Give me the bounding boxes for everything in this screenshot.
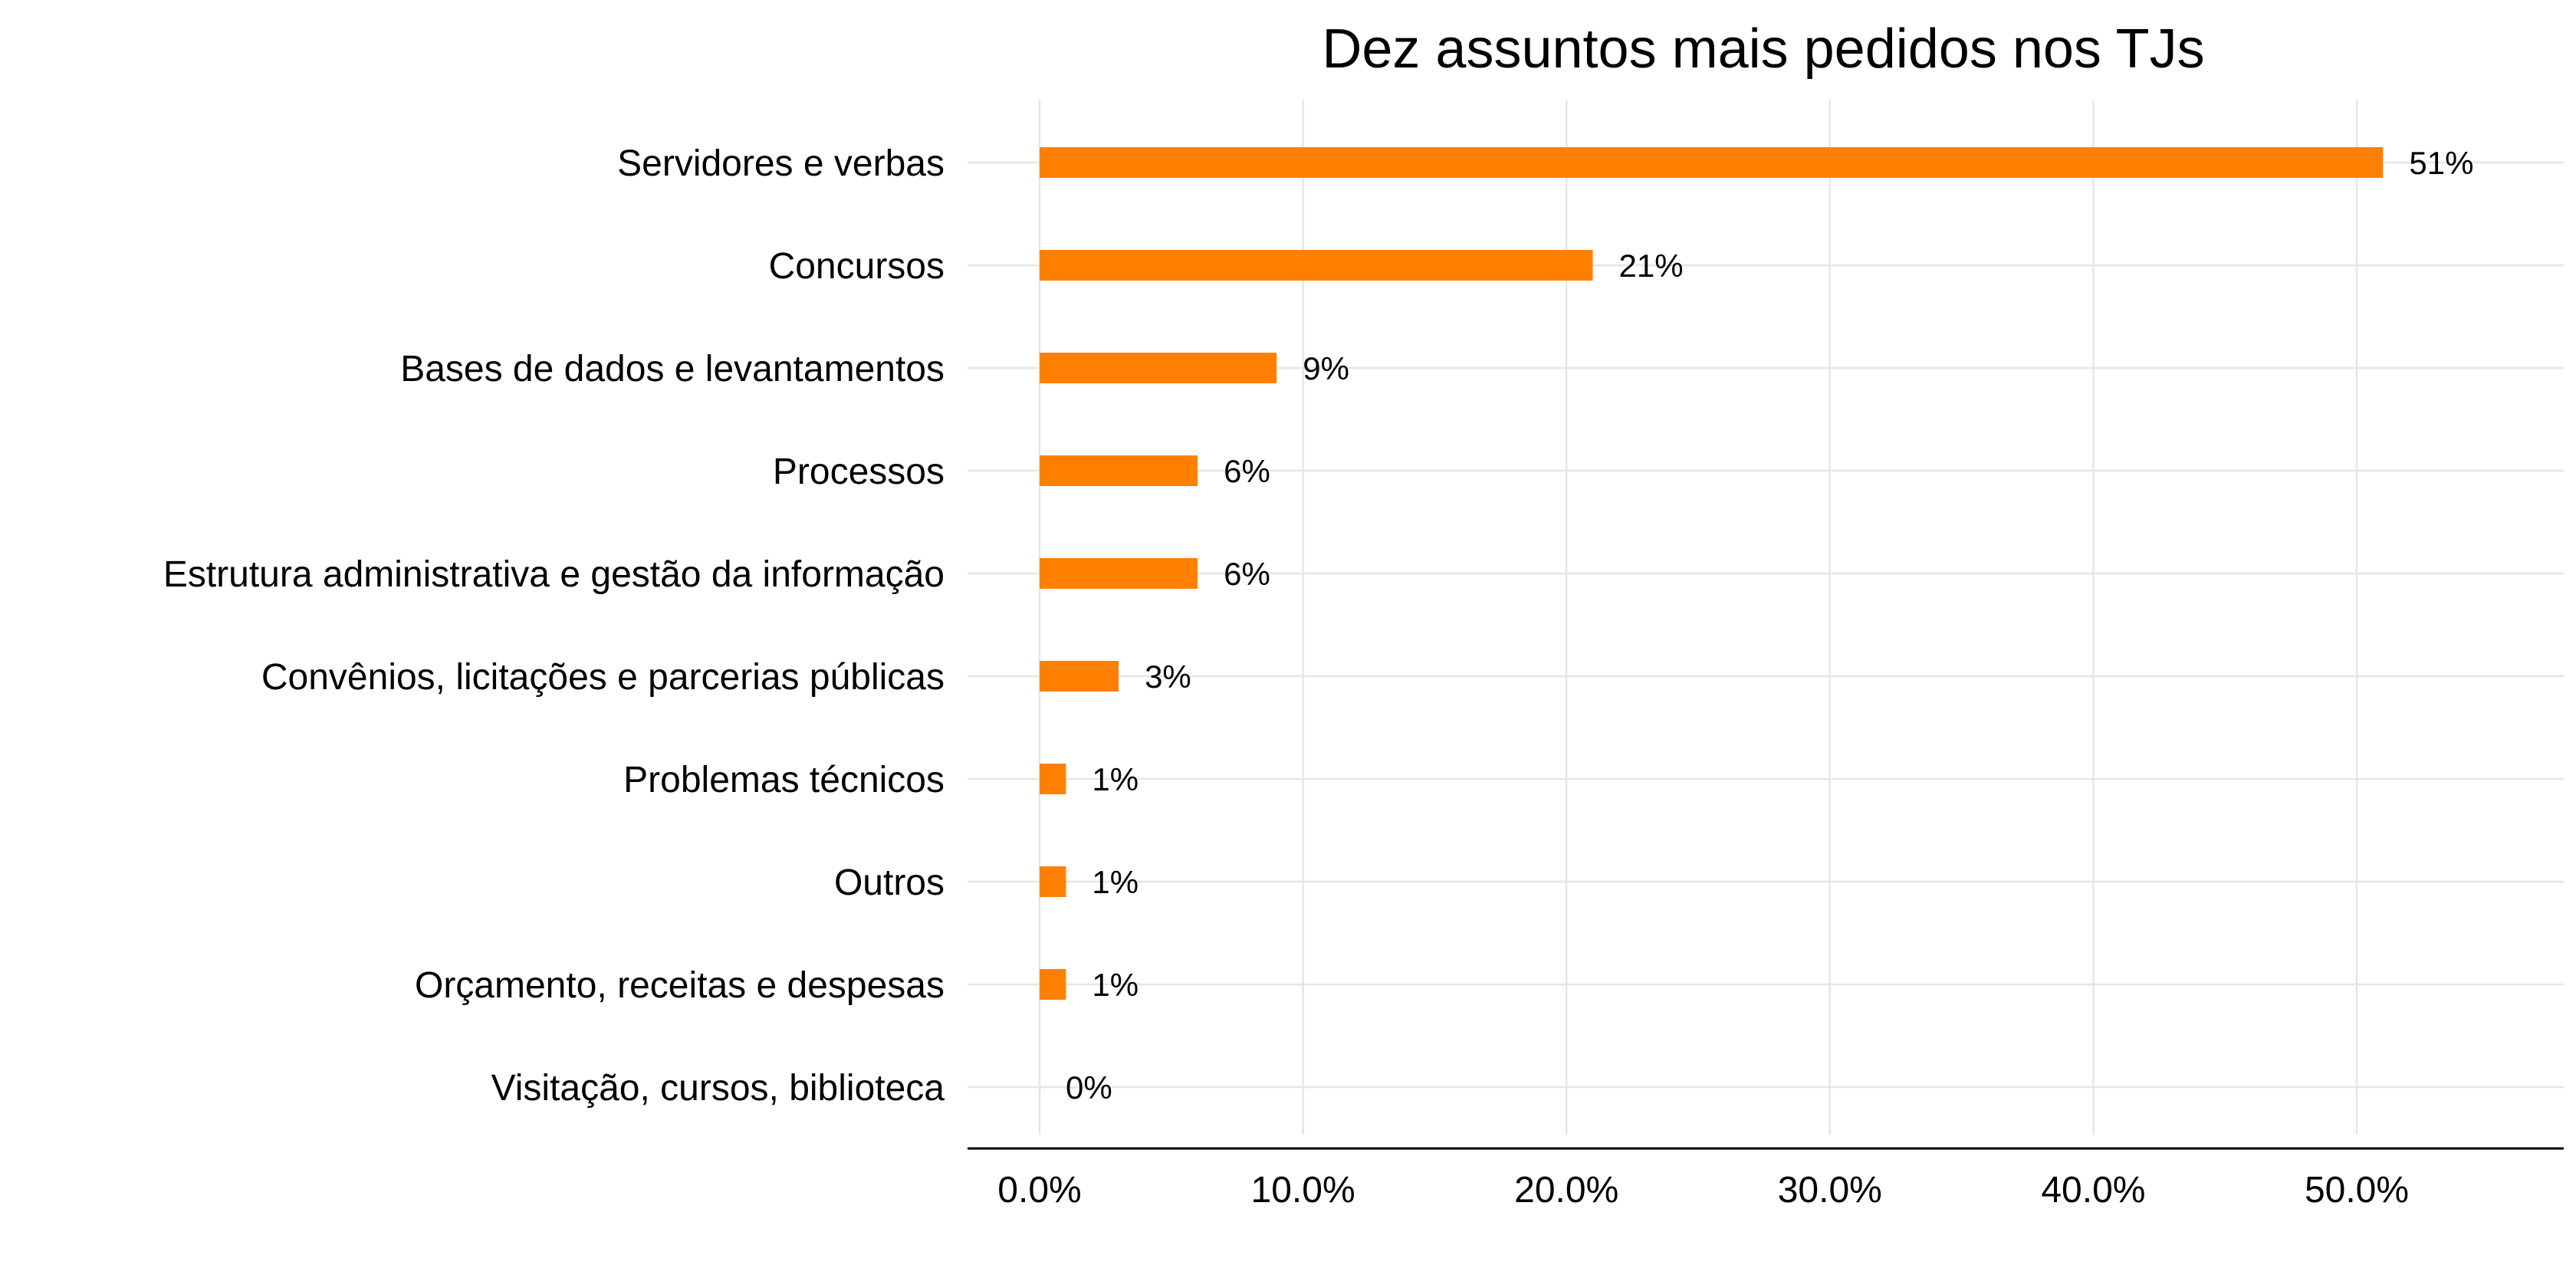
category-label: Estrutura administrativa e gestão da inf… — [163, 554, 945, 595]
data-label: 1% — [1092, 761, 1138, 797]
bar — [1040, 764, 1066, 794]
data-label: 9% — [1303, 350, 1349, 386]
category-label: Problemas técnicos — [623, 760, 945, 800]
data-label: 1% — [1092, 967, 1138, 1003]
data-label: 3% — [1145, 659, 1191, 695]
category-label: Processos — [773, 452, 945, 492]
category-label: Bases de dados e levantamentos — [400, 349, 945, 389]
data-labels: 51% 21% 9% 6% 6% 3% 1% 1% 1% 0% — [1066, 145, 2473, 1106]
category-label: Servidores e verbas — [617, 143, 945, 184]
x-tick-label: 20.0% — [1514, 1170, 1618, 1211]
x-tick-label: 30.0% — [1778, 1170, 1882, 1211]
chart-title: Dez assuntos mais pedidos nos TJs — [1322, 18, 2204, 80]
category-label: Concursos — [769, 246, 945, 287]
x-tick-label: 10.0% — [1251, 1170, 1355, 1211]
data-label: 51% — [2409, 145, 2473, 181]
x-tick-labels: 0.0% 10.0% 20.0% 30.0% 40.0% 50.0% — [997, 1170, 2409, 1211]
category-labels: Servidores e verbas Concursos Bases de dad… — [163, 143, 945, 1109]
bar — [1040, 661, 1119, 692]
data-label: 6% — [1224, 453, 1270, 489]
grid-layer — [968, 100, 2564, 1135]
data-label: 0% — [1066, 1070, 1112, 1106]
data-label: 1% — [1092, 864, 1138, 900]
bar — [1040, 353, 1277, 383]
category-label: Orçamento, receitas e despesas — [415, 965, 945, 1006]
data-label: 6% — [1224, 556, 1270, 592]
bar-layer — [1040, 147, 2384, 1000]
category-label: Visitação, cursos, biblioteca — [491, 1068, 945, 1109]
bar — [1040, 558, 1198, 589]
x-tick-label: 0.0% — [997, 1170, 1081, 1211]
bar — [1040, 250, 1593, 281]
bar — [1040, 147, 2384, 178]
category-label: Outros — [834, 863, 945, 903]
bar — [1040, 866, 1066, 897]
x-tick-label: 40.0% — [2041, 1170, 2145, 1211]
data-label: 21% — [1619, 248, 1684, 284]
bar — [1040, 969, 1066, 1000]
bar — [1040, 455, 1198, 486]
category-label: Convênios, licitações e parcerias públic… — [261, 657, 945, 698]
x-tick-label: 50.0% — [2305, 1170, 2409, 1211]
